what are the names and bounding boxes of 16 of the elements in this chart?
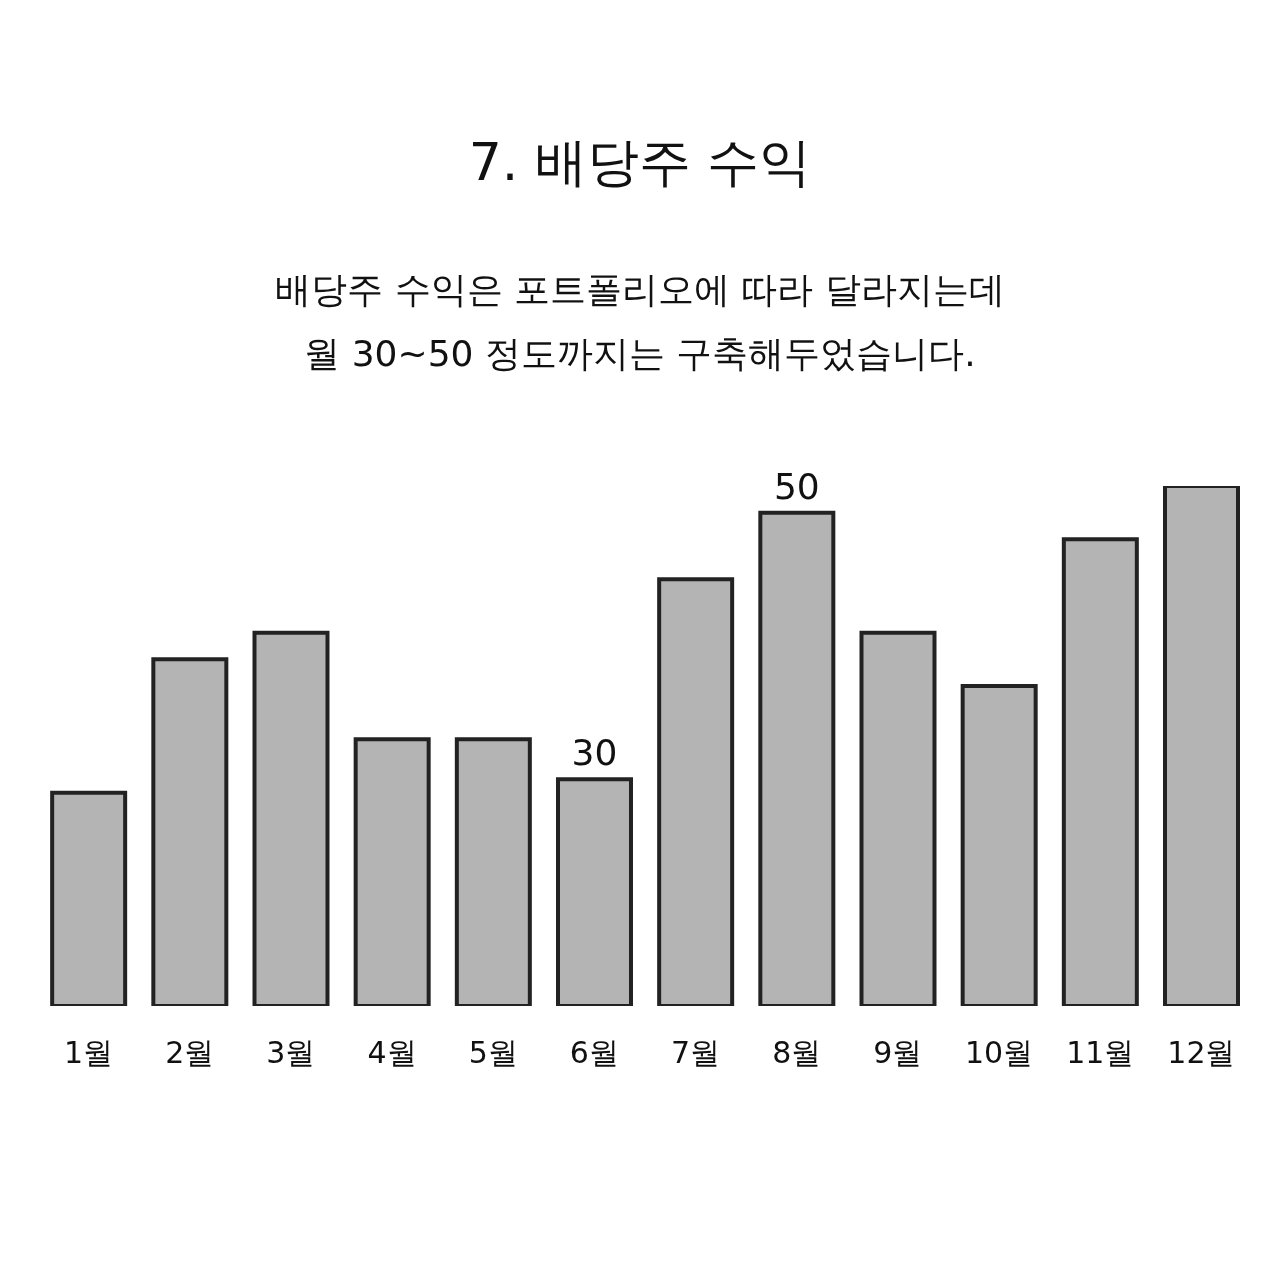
x-tick-label: 12월: [1167, 1035, 1236, 1071]
x-tick-label: 5월: [468, 1035, 518, 1071]
x-tick-label: 9월: [873, 1035, 923, 1071]
x-tick-label: 11월: [1066, 1035, 1135, 1071]
x-tick-label: 1월: [64, 1035, 114, 1071]
x-tick-label: 3월: [266, 1035, 316, 1071]
data-label: 50: [773, 465, 820, 507]
x-tick-label: 10월: [964, 1035, 1034, 1071]
x-tick-label: 2월: [165, 1035, 215, 1071]
x-tick-label: 4월: [367, 1035, 417, 1071]
data-label: 30: [571, 732, 618, 774]
x-tick-label: 7월: [671, 1035, 721, 1071]
x-tick-label: 6월: [569, 1035, 619, 1071]
x-tick-label: 8월: [772, 1035, 822, 1071]
chart-subtitle: 배당주 수익은 포트폴리오에 따라 달라지는데 월 30~50 정도까지는 구축해두었습니다.: [274, 268, 1006, 376]
chart-title: 7. 배당주 수익: [467, 131, 813, 194]
